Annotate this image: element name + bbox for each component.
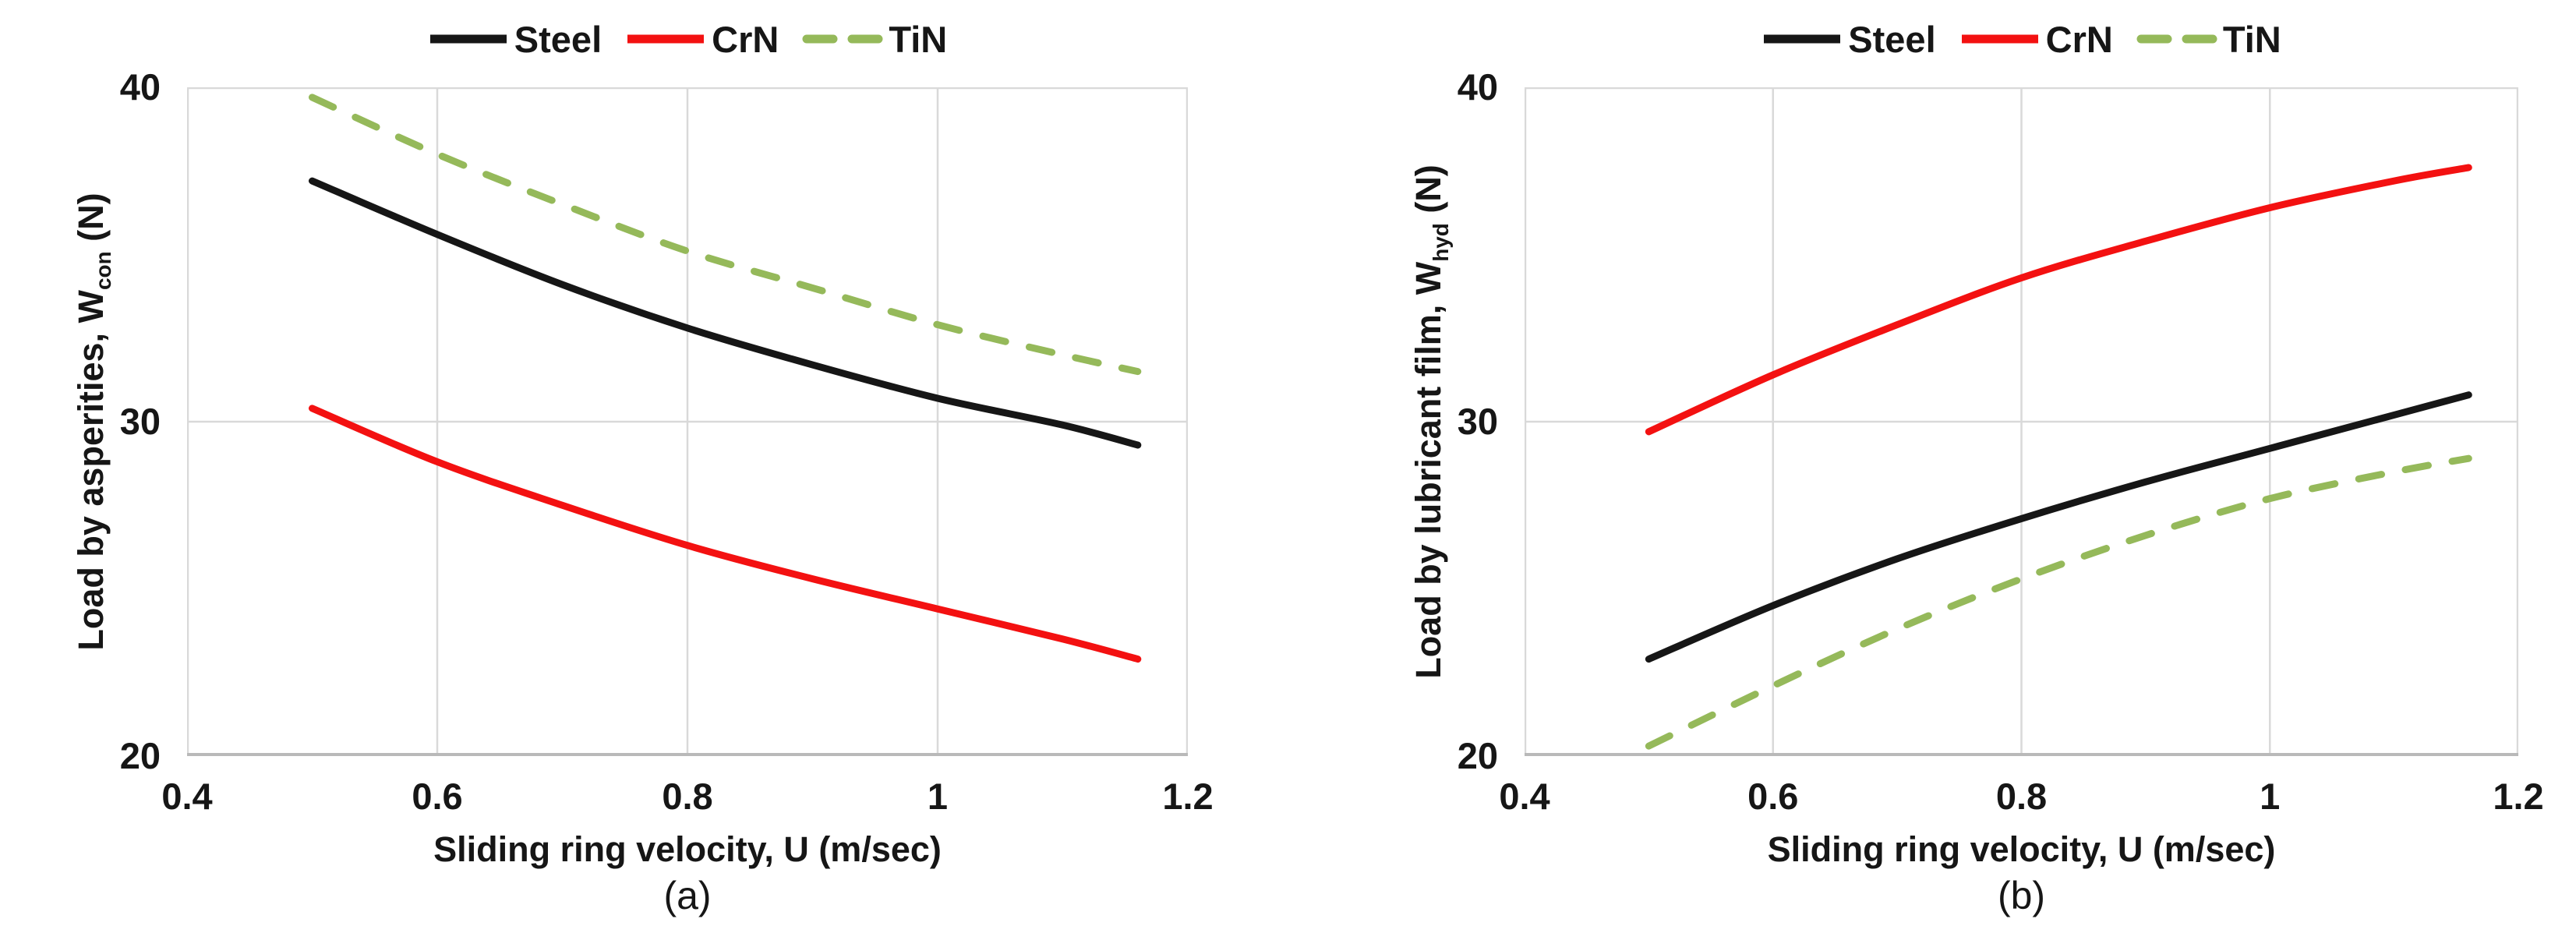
plot-svg-b bbox=[1525, 87, 2518, 756]
x-tick-label: 0.4 bbox=[161, 776, 213, 817]
legend-label-crn: CrN bbox=[2045, 18, 2113, 60]
series-line-steel bbox=[309, 177, 1142, 449]
plot-area-b: Steel CrN TiN Load by lubricant film, Wh… bbox=[1408, 19, 2544, 918]
legend-label-tin: TiN bbox=[2222, 18, 2281, 60]
series-line-steel bbox=[1645, 391, 2472, 663]
x-axis-title-a: Sliding ring velocity, U (m/sec) bbox=[433, 829, 942, 869]
x-tick-label: 0.8 bbox=[662, 776, 713, 817]
x-tick-label: 0.6 bbox=[1747, 776, 1799, 817]
crn-line-swatch bbox=[1961, 34, 2038, 44]
series-line-tin bbox=[1645, 454, 2472, 750]
y-tick-label: 30 bbox=[1457, 401, 1498, 442]
x-tick-label: 0.8 bbox=[1995, 776, 2048, 817]
legend-label-tin: TiN bbox=[889, 18, 948, 60]
x-tick-label: 1.2 bbox=[1162, 776, 1214, 817]
legend-b: Steel CrN TiN bbox=[1525, 16, 2518, 62]
legend-item-tin: TiN bbox=[2136, 18, 2281, 61]
legend-item-steel: Steel bbox=[1762, 18, 1936, 61]
plot-svg-a bbox=[187, 87, 1188, 756]
legend-item-steel: Steel bbox=[428, 18, 602, 61]
crn-line-swatch bbox=[627, 34, 705, 44]
panel-caption-a: (a) bbox=[663, 874, 712, 917]
legend-item-crn: CrN bbox=[625, 18, 779, 61]
x-tick-label: 1.2 bbox=[2493, 776, 2544, 817]
series-line-tin bbox=[309, 94, 1142, 376]
legend-label-steel: Steel bbox=[1848, 18, 1936, 60]
y-tick-label: 20 bbox=[119, 735, 161, 776]
y-tick-label: 30 bbox=[119, 401, 161, 442]
legend-a: Steel CrN TiN bbox=[187, 16, 1188, 62]
x-axis-title-b: Sliding ring velocity, U (m/sec) bbox=[1767, 829, 2276, 869]
x-tick-label: 1 bbox=[2260, 776, 2281, 817]
tin-dashed-line-swatch bbox=[2136, 34, 2217, 44]
steel-line-swatch bbox=[429, 34, 507, 44]
legend-label-crn: CrN bbox=[712, 18, 779, 60]
legend-item-crn: CrN bbox=[1959, 18, 2113, 61]
x-tick-label: 0.6 bbox=[412, 776, 463, 817]
legend-label-steel: Steel bbox=[514, 18, 602, 60]
legend-item-tin: TiN bbox=[802, 18, 947, 61]
series-line-crn bbox=[1645, 164, 2472, 436]
x-tick-label: 0.4 bbox=[1499, 776, 1550, 817]
x-tick-label: 1 bbox=[927, 776, 949, 817]
series-line-crn bbox=[309, 405, 1142, 663]
y-tick-label: 40 bbox=[119, 66, 161, 108]
steel-line-swatch bbox=[1764, 34, 1841, 44]
y-tick-label: 40 bbox=[1457, 66, 1498, 108]
panel-caption-b: (b) bbox=[1997, 874, 2046, 917]
plot-area-a: Steel CrN TiN Load by asperities, Wcon (… bbox=[71, 19, 1214, 918]
tin-dashed-line-swatch bbox=[802, 34, 883, 44]
y-tick-label: 20 bbox=[1457, 735, 1498, 776]
